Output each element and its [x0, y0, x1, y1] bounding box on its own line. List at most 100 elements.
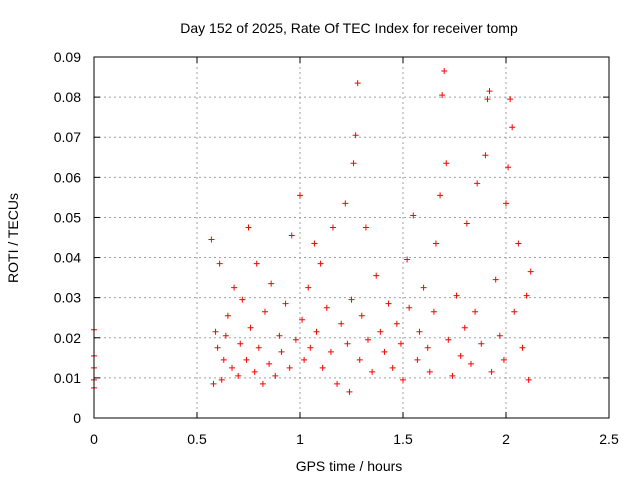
- data-point: [305, 284, 312, 291]
- y-tick-label: 0.06: [54, 169, 81, 185]
- data-point: [511, 308, 518, 315]
- data-point: [259, 380, 266, 387]
- grid-lines: [94, 57, 609, 418]
- data-point: [352, 132, 359, 139]
- data-point: [356, 356, 363, 363]
- data-point: [406, 304, 413, 311]
- data-point: [354, 80, 361, 87]
- data-point: [432, 240, 439, 247]
- data-point: [426, 368, 433, 375]
- data-point: [329, 224, 336, 231]
- data-point: [389, 364, 396, 371]
- data-point: [266, 360, 273, 367]
- data-point: [453, 292, 460, 299]
- data-point: [239, 296, 246, 303]
- data-point: [344, 340, 351, 347]
- x-axis-label: GPS time / hours: [296, 458, 403, 474]
- data-point: [467, 360, 474, 367]
- data-point: [245, 224, 252, 231]
- data-point: [488, 368, 495, 375]
- data-point: [404, 256, 411, 263]
- data-point: [500, 356, 507, 363]
- data-point: [424, 344, 431, 351]
- y-axis-ticks: 0 0.01 0.02 0.03 0.04 0.05 0.06 0.07 0.08 0.09: [54, 49, 609, 426]
- data-point: [478, 340, 485, 347]
- data-point: [311, 240, 318, 247]
- data-point: [364, 336, 371, 343]
- y-tick-label: 0.05: [54, 209, 81, 225]
- data-point: [373, 272, 380, 279]
- x-tick-label: 2.5: [599, 431, 619, 447]
- data-point: [397, 340, 404, 347]
- data-point: [449, 372, 456, 379]
- data-point: [255, 344, 262, 351]
- y-tick-label: 0: [73, 410, 81, 426]
- data-point: [472, 308, 479, 315]
- data-point: [439, 92, 446, 99]
- data-point: [323, 304, 330, 311]
- data-point: [350, 160, 357, 167]
- data-point: [224, 312, 231, 319]
- data-point: [527, 268, 534, 275]
- data-point: [377, 328, 384, 335]
- data-point: [210, 380, 217, 387]
- data-point: [381, 348, 388, 355]
- data-point: [457, 352, 464, 359]
- data-point: [346, 388, 353, 395]
- data-point: [231, 284, 238, 291]
- data-point: [216, 260, 223, 267]
- x-axis-ticks: 0 0.5 1 1.5 2 2.5: [90, 57, 619, 447]
- data-point: [317, 260, 324, 267]
- data-point: [218, 376, 225, 383]
- data-point: [313, 328, 320, 335]
- data-point: [278, 348, 285, 355]
- data-point: [437, 192, 444, 199]
- data-point: [297, 192, 303, 199]
- x-tick-label: 1.5: [393, 431, 413, 447]
- data-point: [461, 324, 468, 331]
- data-point: [229, 364, 236, 371]
- data-point: [385, 300, 392, 307]
- data-point: [509, 124, 516, 131]
- data-point: [362, 224, 369, 231]
- data-point: [251, 368, 258, 375]
- y-tick-label: 0.09: [54, 49, 81, 65]
- y-axis-label: ROTI / TECUs: [5, 193, 21, 283]
- data-point: [503, 200, 509, 207]
- data-point: [288, 232, 295, 239]
- data-point: [212, 328, 219, 335]
- data-point: [282, 300, 289, 307]
- data-point: [430, 308, 437, 315]
- data-point: [327, 348, 334, 355]
- data-point: [400, 376, 406, 383]
- data-point: [276, 332, 283, 339]
- data-point: [482, 152, 489, 159]
- x-tick-label: 0: [90, 431, 98, 447]
- data-point: [519, 344, 526, 351]
- data-point: [253, 260, 260, 267]
- data-point: [272, 372, 279, 379]
- x-tick-label: 1: [296, 431, 304, 447]
- data-point: [393, 320, 400, 327]
- data-point: [342, 200, 349, 207]
- data-point: [292, 336, 299, 343]
- data-point: [243, 356, 250, 363]
- x-tick-label: 2: [502, 431, 510, 447]
- y-tick-label: 0.01: [54, 370, 81, 386]
- data-point: [445, 336, 452, 343]
- data-point: [237, 340, 244, 347]
- x-tick-label: 0.5: [187, 431, 207, 447]
- data-point: [505, 164, 512, 171]
- data-point: [301, 356, 308, 363]
- data-point: [214, 344, 221, 351]
- y-tick-label: 0.08: [54, 89, 81, 105]
- data-point: [492, 276, 499, 283]
- data-point: [463, 220, 470, 227]
- y-tick-label: 0.03: [54, 290, 81, 306]
- data-point: [443, 160, 450, 167]
- data-point: [441, 68, 448, 75]
- data-point: [348, 296, 355, 303]
- data-point: [515, 240, 522, 247]
